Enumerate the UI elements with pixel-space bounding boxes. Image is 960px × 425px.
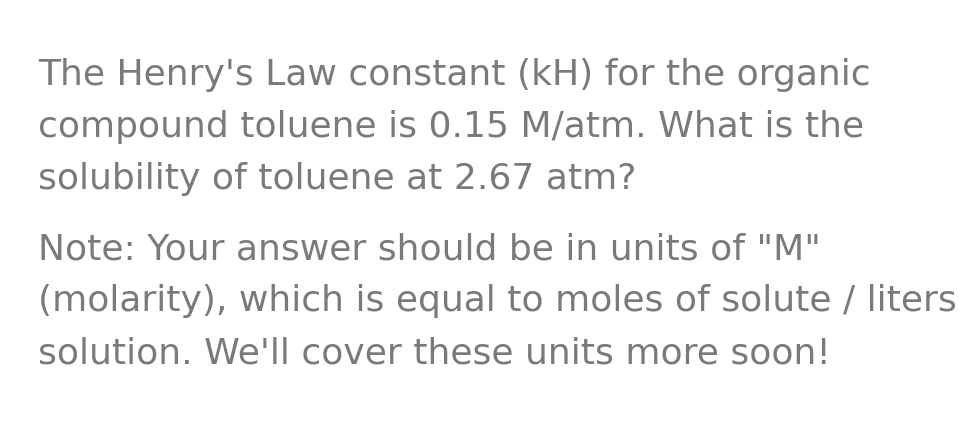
Text: solution. We'll cover these units more soon!: solution. We'll cover these units more s… bbox=[38, 336, 831, 370]
Text: (molarity), which is equal to moles of solute / liters: (molarity), which is equal to moles of s… bbox=[38, 284, 957, 318]
Text: The Henry's Law constant (kH) for the organic: The Henry's Law constant (kH) for the or… bbox=[38, 58, 871, 92]
Text: solubility of toluene at 2.67 atm?: solubility of toluene at 2.67 atm? bbox=[38, 162, 636, 196]
Text: compound toluene is 0.15 M/atm. What is the: compound toluene is 0.15 M/atm. What is … bbox=[38, 110, 864, 144]
Text: Note: Your answer should be in units of "M": Note: Your answer should be in units of … bbox=[38, 232, 821, 266]
